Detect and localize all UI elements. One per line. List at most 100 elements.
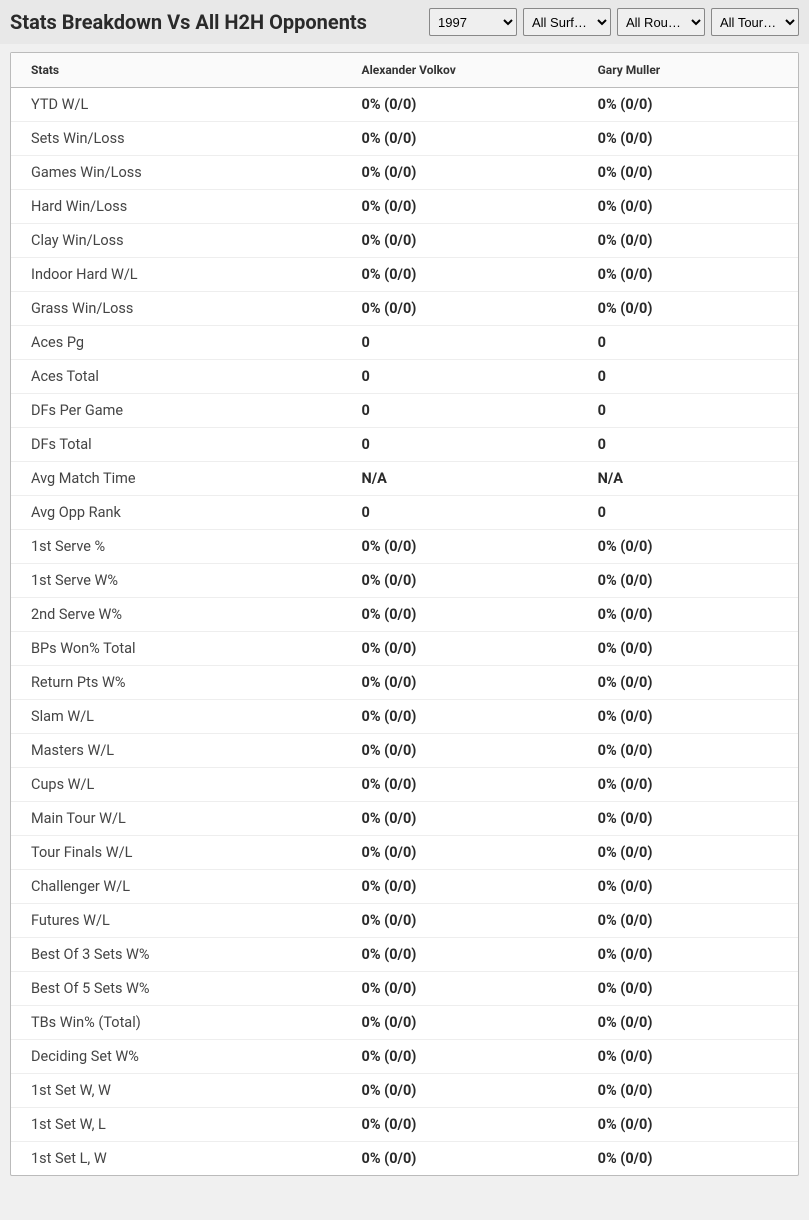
- stats-table-container: Stats Alexander Volkov Gary Muller YTD W…: [10, 52, 799, 1176]
- stat-value-player1: 0: [342, 326, 578, 360]
- stat-label: 1st Set W, W: [11, 1074, 342, 1108]
- stat-value-player2: 0% (0/0): [578, 224, 798, 258]
- stat-label: Games Win/Loss: [11, 156, 342, 190]
- stat-label: Cups W/L: [11, 768, 342, 802]
- col-header-stats: Stats: [11, 53, 342, 88]
- stat-value-player1: 0% (0/0): [342, 632, 578, 666]
- stat-value-player1: 0% (0/0): [342, 1040, 578, 1074]
- year-select[interactable]: 1997: [429, 8, 517, 36]
- stat-label: BPs Won% Total: [11, 632, 342, 666]
- stat-value-player2: 0: [578, 428, 798, 462]
- stat-label: Deciding Set W%: [11, 1040, 342, 1074]
- table-row: Challenger W/L0% (0/0)0% (0/0): [11, 870, 798, 904]
- table-row: 1st Set W, L0% (0/0)0% (0/0): [11, 1108, 798, 1142]
- table-row: Grass Win/Loss0% (0/0)0% (0/0): [11, 292, 798, 326]
- table-row: Aces Pg00: [11, 326, 798, 360]
- table-row: 1st Set L, W0% (0/0)0% (0/0): [11, 1142, 798, 1176]
- stat-value-player2: 0% (0/0): [578, 700, 798, 734]
- surface-select[interactable]: All Surf…: [523, 8, 611, 36]
- filter-bar: 1997 All Surf… All Rou… All Tour…: [429, 8, 799, 36]
- stat-value-player2: 0% (0/0): [578, 666, 798, 700]
- stat-value-player1: N/A: [342, 462, 578, 496]
- stat-value-player1: 0% (0/0): [342, 1074, 578, 1108]
- table-row: Masters W/L0% (0/0)0% (0/0): [11, 734, 798, 768]
- stat-value-player2: 0% (0/0): [578, 598, 798, 632]
- stat-label: DFs Total: [11, 428, 342, 462]
- stat-value-player2: 0% (0/0): [578, 1074, 798, 1108]
- stat-value-player1: 0: [342, 496, 578, 530]
- table-row: 1st Serve %0% (0/0)0% (0/0): [11, 530, 798, 564]
- stat-value-player1: 0% (0/0): [342, 904, 578, 938]
- stat-label: 1st Serve W%: [11, 564, 342, 598]
- stat-value-player1: 0% (0/0): [342, 734, 578, 768]
- stat-value-player2: 0% (0/0): [578, 836, 798, 870]
- stat-value-player2: 0% (0/0): [578, 190, 798, 224]
- stat-value-player2: 0% (0/0): [578, 938, 798, 972]
- stat-value-player2: 0: [578, 326, 798, 360]
- stat-value-player1: 0% (0/0): [342, 972, 578, 1006]
- table-row: DFs Per Game00: [11, 394, 798, 428]
- stat-label: Tour Finals W/L: [11, 836, 342, 870]
- table-row: Avg Match TimeN/AN/A: [11, 462, 798, 496]
- stat-value-player1: 0% (0/0): [342, 1142, 578, 1176]
- stat-value-player1: 0: [342, 394, 578, 428]
- page-title: Stats Breakdown Vs All H2H Opponents: [10, 10, 367, 34]
- stat-value-player2: 0% (0/0): [578, 1142, 798, 1176]
- stat-value-player2: 0: [578, 496, 798, 530]
- stat-value-player1: 0% (0/0): [342, 156, 578, 190]
- stat-value-player2: 0% (0/0): [578, 292, 798, 326]
- stat-value-player2: 0% (0/0): [578, 122, 798, 156]
- stat-label: DFs Per Game: [11, 394, 342, 428]
- stat-value-player1: 0% (0/0): [342, 258, 578, 292]
- table-row: Games Win/Loss0% (0/0)0% (0/0): [11, 156, 798, 190]
- stat-value-player1: 0% (0/0): [342, 190, 578, 224]
- table-row: Aces Total00: [11, 360, 798, 394]
- stat-value-player1: 0% (0/0): [342, 564, 578, 598]
- col-header-player2: Gary Muller: [578, 53, 798, 88]
- stat-label: Aces Total: [11, 360, 342, 394]
- stat-value-player2: 0% (0/0): [578, 1108, 798, 1142]
- stats-tbody: YTD W/L0% (0/0)0% (0/0)Sets Win/Loss0% (…: [11, 88, 798, 1176]
- stat-value-player1: 0% (0/0): [342, 938, 578, 972]
- col-header-player1: Alexander Volkov: [342, 53, 578, 88]
- stat-label: Hard Win/Loss: [11, 190, 342, 224]
- stat-label: Return Pts W%: [11, 666, 342, 700]
- stat-label: 1st Set W, L: [11, 1108, 342, 1142]
- table-row: 2nd Serve W%0% (0/0)0% (0/0): [11, 598, 798, 632]
- table-row: Best Of 5 Sets W%0% (0/0)0% (0/0): [11, 972, 798, 1006]
- stat-value-player1: 0% (0/0): [342, 802, 578, 836]
- table-row: BPs Won% Total0% (0/0)0% (0/0): [11, 632, 798, 666]
- stat-value-player1: 0% (0/0): [342, 870, 578, 904]
- stat-label: 2nd Serve W%: [11, 598, 342, 632]
- round-select[interactable]: All Rou…: [617, 8, 705, 36]
- stat-value-player2: 0% (0/0): [578, 768, 798, 802]
- stat-value-player1: 0: [342, 428, 578, 462]
- stat-value-player1: 0% (0/0): [342, 598, 578, 632]
- table-row: YTD W/L0% (0/0)0% (0/0): [11, 88, 798, 122]
- table-header-row: Stats Alexander Volkov Gary Muller: [11, 53, 798, 88]
- stat-label: Challenger W/L: [11, 870, 342, 904]
- stat-label: Slam W/L: [11, 700, 342, 734]
- stat-value-player2: 0% (0/0): [578, 564, 798, 598]
- stat-value-player2: 0% (0/0): [578, 904, 798, 938]
- stat-value-player1: 0% (0/0): [342, 836, 578, 870]
- stat-label: Indoor Hard W/L: [11, 258, 342, 292]
- table-row: Best Of 3 Sets W%0% (0/0)0% (0/0): [11, 938, 798, 972]
- table-row: 1st Set W, W0% (0/0)0% (0/0): [11, 1074, 798, 1108]
- table-row: Main Tour W/L0% (0/0)0% (0/0): [11, 802, 798, 836]
- stat-label: YTD W/L: [11, 88, 342, 122]
- stat-value-player1: 0% (0/0): [342, 700, 578, 734]
- table-row: Slam W/L0% (0/0)0% (0/0): [11, 700, 798, 734]
- tournament-select[interactable]: All Tour…: [711, 8, 799, 36]
- table-row: Hard Win/Loss0% (0/0)0% (0/0): [11, 190, 798, 224]
- stat-value-player2: 0% (0/0): [578, 802, 798, 836]
- stat-value-player1: 0% (0/0): [342, 530, 578, 564]
- stat-label: Avg Match Time: [11, 462, 342, 496]
- stat-value-player2: 0% (0/0): [578, 870, 798, 904]
- table-row: Cups W/L0% (0/0)0% (0/0): [11, 768, 798, 802]
- stat-value-player2: 0% (0/0): [578, 1006, 798, 1040]
- stat-value-player2: 0% (0/0): [578, 734, 798, 768]
- stat-label: Best Of 5 Sets W%: [11, 972, 342, 1006]
- stat-value-player2: N/A: [578, 462, 798, 496]
- stat-label: Aces Pg: [11, 326, 342, 360]
